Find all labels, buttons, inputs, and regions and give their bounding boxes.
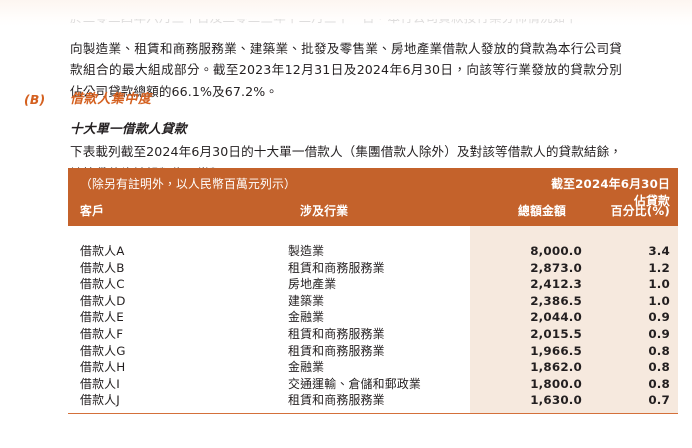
table-rows: 借款人A 製造業 8,000.0 3.4 借款人B 租賃和商務服務業 2,873.0 1.2 借… bbox=[68, 242, 678, 408]
table-header: （除另有註明外，以人民幣百萬元列示） 截至2024年6月30日 佔貸款 客戶 涉… bbox=[68, 168, 678, 226]
table-units-note: （除另有註明外，以人民幣百萬元列示） bbox=[80, 177, 296, 191]
table-row: 借款人G 租賃和商務服務業 1,966.5 0.8 bbox=[68, 342, 678, 359]
cell-percent: 1.0 bbox=[648, 277, 670, 292]
cell-percent: 0.7 bbox=[648, 393, 670, 408]
cell-amount: 2,873.0 bbox=[530, 260, 582, 275]
section-sub-heading: 十大單一借款人貸款 bbox=[70, 121, 187, 136]
column-header-percent-line1: 佔貸款 bbox=[634, 194, 670, 208]
table-row: 借款人C 房地產業 2,412.3 1.0 bbox=[68, 275, 678, 292]
table-row: 借款人H 金融業 1,862.0 0.8 bbox=[68, 358, 678, 375]
cell-percent: 3.4 bbox=[648, 244, 670, 258]
table-row: 借款人B 租賃和商務服務業 2,873.0 1.2 bbox=[68, 259, 678, 276]
cell-customer: 借款人I bbox=[80, 376, 120, 391]
cell-industry: 租賃和商務服務業 bbox=[288, 326, 385, 341]
cell-industry: 交通運輸、倉儲和郵政業 bbox=[288, 376, 421, 391]
table-row: 借款人D 建築業 2,386.5 1.0 bbox=[68, 292, 678, 309]
cell-industry: 金融業 bbox=[288, 310, 325, 325]
cell-amount: 2,412.3 bbox=[530, 277, 582, 292]
section-label: (B) bbox=[24, 92, 46, 107]
cell-percent: 0.8 bbox=[648, 376, 670, 391]
cell-customer: 借款人D bbox=[80, 293, 126, 308]
cell-industry: 建築業 bbox=[288, 293, 325, 308]
cell-industry: 租賃和商務服務業 bbox=[288, 260, 385, 275]
clipped-previous-line-text: 於二零二四年六月三十日及二零二三年十二月三十一日，本行公司貸款按行業分佈情況如下 bbox=[70, 19, 618, 24]
cell-industry: 房地產業 bbox=[288, 277, 337, 292]
cell-customer: 借款人B bbox=[80, 260, 125, 275]
cell-amount: 2,044.0 bbox=[530, 310, 582, 325]
cell-percent: 0.9 bbox=[648, 326, 670, 341]
cell-amount: 2,015.5 bbox=[530, 326, 582, 341]
cell-percent: 0.8 bbox=[648, 360, 670, 375]
cell-customer: 借款人F bbox=[80, 326, 124, 341]
cell-industry: 製造業 bbox=[288, 244, 325, 258]
cell-customer: 借款人C bbox=[80, 277, 125, 292]
table-row: 借款人I 交通運輸、倉儲和郵政業 1,800.0 0.8 bbox=[68, 375, 678, 392]
section-heading: 借款人集中度 bbox=[70, 92, 152, 107]
table-row: 借款人E 金融業 2,044.0 0.9 bbox=[68, 308, 678, 325]
cell-customer: 借款人G bbox=[80, 343, 126, 358]
table-row: 借款人F 租賃和商務服務業 2,015.5 0.9 bbox=[68, 325, 678, 342]
column-header-percent: 百分比(%) bbox=[610, 204, 670, 218]
cell-customer: 借款人J bbox=[80, 393, 120, 408]
numeric-columns-highlight bbox=[470, 226, 678, 413]
table-period-header: 截至2024年6月30日 bbox=[551, 177, 670, 191]
table-body: 借款人A 製造業 8,000.0 3.4 借款人B 租賃和商務服務業 2,873.0 1.2 借… bbox=[68, 226, 678, 414]
cell-amount: 1,800.0 bbox=[530, 376, 582, 391]
cell-amount: 1,862.0 bbox=[530, 360, 582, 375]
cell-percent: 1.2 bbox=[648, 260, 670, 275]
cell-customer: 借款人E bbox=[80, 310, 124, 325]
column-header-customer: 客戶 bbox=[80, 204, 105, 218]
clipped-previous-line: 於二零二四年六月三十日及二零二三年十二月三十一日，本行公司貸款按行業分佈情況如下 bbox=[70, 19, 618, 24]
cell-percent: 0.8 bbox=[648, 343, 670, 358]
intro-paragraph: 向製造業、租賃和商務服務業、建築業、批發及零售業、房地產業借款人發放的貸款為本行… bbox=[70, 40, 622, 99]
table-row: 借款人A 製造業 8,000.0 3.4 bbox=[68, 242, 678, 259]
column-header-industry: 涉及行業 bbox=[300, 204, 349, 218]
cell-industry: 租賃和商務服務業 bbox=[288, 343, 385, 358]
cell-industry: 金融業 bbox=[288, 360, 325, 375]
cell-customer: 借款人H bbox=[80, 360, 126, 375]
cell-percent: 0.9 bbox=[648, 310, 670, 325]
column-header-amount: 總額金額 bbox=[518, 204, 566, 218]
page-top-tint bbox=[0, 0, 692, 26]
cell-industry: 租賃和商務服務業 bbox=[288, 393, 385, 408]
cell-amount: 2,386.5 bbox=[530, 293, 582, 308]
top-ten-borrowers-table: （除另有註明外，以人民幣百萬元列示） 截至2024年6月30日 佔貸款 客戶 涉… bbox=[68, 168, 678, 414]
cell-amount: 1,630.0 bbox=[530, 393, 582, 408]
cell-customer: 借款人A bbox=[80, 244, 125, 258]
cell-amount: 8,000.0 bbox=[530, 244, 582, 258]
cell-amount: 1,966.5 bbox=[530, 343, 582, 358]
cell-percent: 1.0 bbox=[648, 293, 670, 308]
table-row: 借款人J 租賃和商務服務業 1,630.0 0.7 bbox=[68, 391, 678, 408]
